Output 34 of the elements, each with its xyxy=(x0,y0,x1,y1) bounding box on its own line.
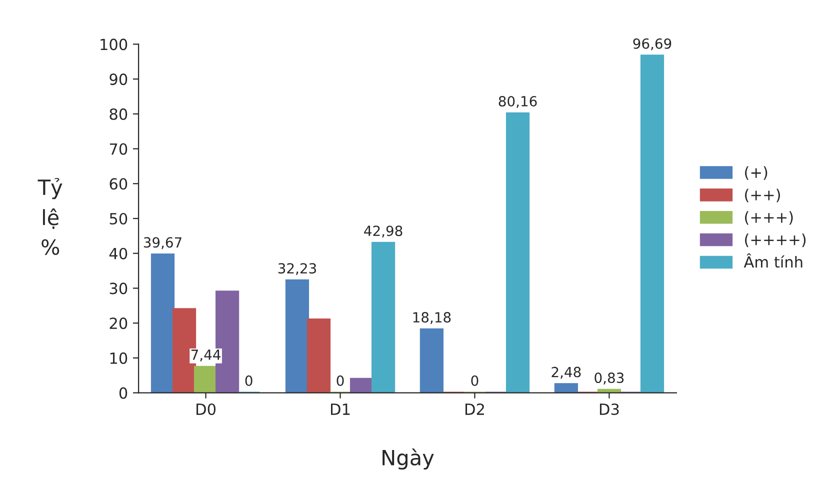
data-label: 0 xyxy=(245,375,252,386)
y-tick-label: 90 xyxy=(110,74,128,86)
y-tick-label: 80 xyxy=(110,108,128,120)
x-tick-label: D0 xyxy=(196,403,216,416)
data-label: 2,48 xyxy=(552,366,581,379)
data-label: 42,98 xyxy=(364,226,402,238)
y-tick-label: 50 xyxy=(110,212,128,225)
data-label: 96,69 xyxy=(633,38,672,50)
data-label: 0,83 xyxy=(594,372,624,384)
y-tick-label: 20 xyxy=(110,318,128,330)
y-tick-label: 100 xyxy=(100,38,128,50)
y-tick-label: 60 xyxy=(110,178,128,190)
data-label: 0 xyxy=(471,375,478,386)
data-label: 7,44 xyxy=(191,350,220,362)
x-tick-label: D3 xyxy=(600,403,619,416)
data-label: 18,18 xyxy=(413,312,451,324)
y-tick-label: 30 xyxy=(110,282,128,294)
x-axis-title: Ngày xyxy=(382,448,434,470)
legend-label: (+) xyxy=(745,166,768,180)
y-tick-label: 70 xyxy=(110,143,128,155)
data-label: 80,16 xyxy=(498,96,537,108)
legend-label: (++++) xyxy=(745,234,806,248)
x-tick-label: D1 xyxy=(331,404,350,415)
y-axis-title: Tỷ lệ % xyxy=(38,178,62,255)
y-tick-label: 10 xyxy=(110,352,128,364)
legend-label: Âm tính xyxy=(744,253,802,268)
y-tick-label: 0 xyxy=(119,387,128,399)
legend-label: (+++) xyxy=(745,211,793,225)
data-label: 39,67 xyxy=(144,237,182,250)
data-label: 0 xyxy=(336,375,344,386)
data-label: 32,23 xyxy=(278,263,316,275)
y-tick-label: 40 xyxy=(109,248,128,260)
legend-label: (++) xyxy=(745,188,780,202)
x-tick-label: D2 xyxy=(465,403,484,415)
